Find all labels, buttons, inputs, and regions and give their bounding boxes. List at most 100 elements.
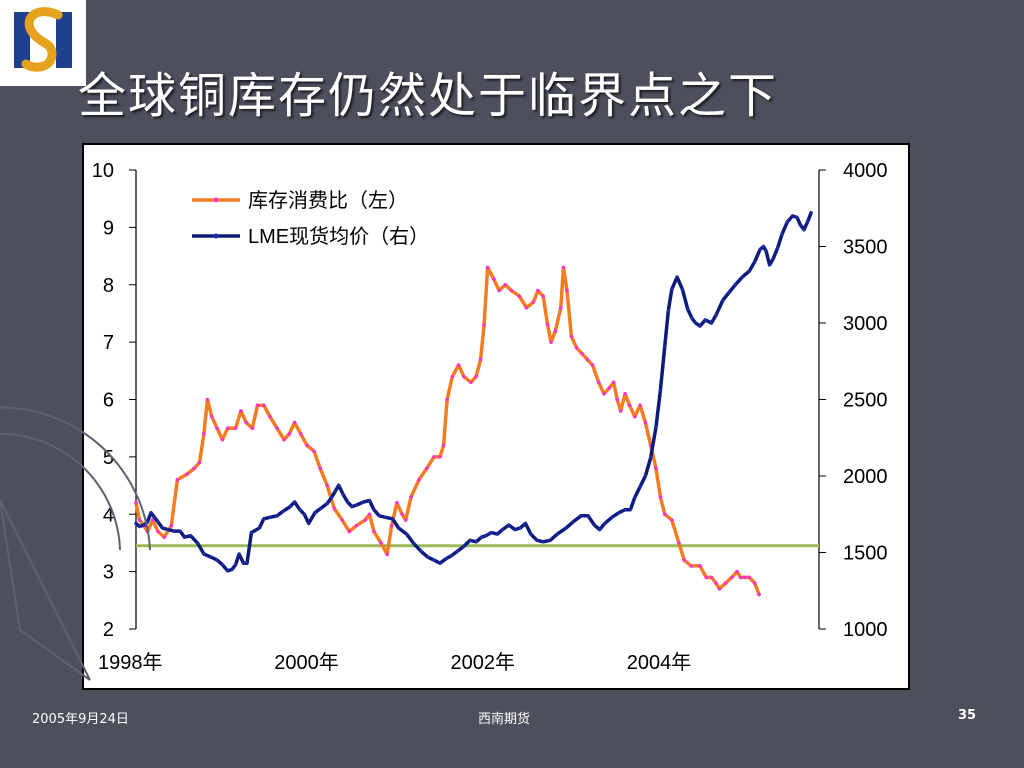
series-0-point xyxy=(549,340,553,344)
series-1-point xyxy=(795,215,799,220)
left-y-tick-label: 8 xyxy=(103,275,114,297)
series-1-point xyxy=(226,569,230,573)
series-1-point xyxy=(507,523,511,527)
series-1-point xyxy=(142,523,146,527)
series-0-point xyxy=(509,288,514,293)
series-1-point xyxy=(654,425,658,429)
series-1-point xyxy=(262,517,266,521)
series-1-point xyxy=(166,527,170,532)
series-1-point xyxy=(182,535,187,539)
series-0-point xyxy=(389,523,394,528)
series-1-point xyxy=(680,287,685,291)
series-0-point xyxy=(590,363,595,367)
series-0-point xyxy=(747,575,752,580)
series-1-point xyxy=(633,495,637,500)
series-0-point xyxy=(658,495,663,499)
series-1-point xyxy=(462,544,466,548)
series-0-point xyxy=(627,403,632,408)
series-1-point xyxy=(345,500,350,504)
series-0-point xyxy=(282,437,286,442)
series-0-point xyxy=(545,323,550,327)
series-0-point xyxy=(220,437,225,442)
series-1-point xyxy=(675,275,679,279)
series-1-point xyxy=(249,531,254,535)
series-0-point xyxy=(162,535,167,539)
series-1-point xyxy=(245,561,249,565)
series-1-point xyxy=(383,515,388,519)
series-0-point xyxy=(607,386,612,390)
series-0-point xyxy=(611,380,616,385)
series-0-point xyxy=(478,357,483,362)
series-0-point xyxy=(425,466,429,471)
series-1-point xyxy=(456,549,460,553)
series-0-point xyxy=(714,581,718,585)
series-1-point xyxy=(541,540,545,544)
series-1-point xyxy=(523,521,528,526)
series-0-point xyxy=(438,455,442,459)
series-0-point xyxy=(275,426,279,430)
series-0-point xyxy=(209,414,214,419)
series-0-point xyxy=(618,409,623,413)
slide-title: 全球铜库存仍然处于临界点之下 xyxy=(78,68,779,124)
series-0-point xyxy=(137,518,142,522)
left-y-tick-label: 6 xyxy=(103,390,114,412)
series-1-point xyxy=(798,223,803,227)
series-1-point xyxy=(698,324,702,328)
series-1-point xyxy=(288,505,292,509)
series-1-point xyxy=(354,503,358,507)
series-1-point xyxy=(603,521,607,526)
series-0-point xyxy=(354,523,359,528)
right-y-tick-label: 2000 xyxy=(843,466,888,488)
series-1-point xyxy=(666,309,670,313)
series-1-point xyxy=(790,214,795,218)
series-0-point xyxy=(367,512,372,517)
series-0-point xyxy=(735,569,739,574)
series-1-point xyxy=(302,512,306,516)
series-1-point xyxy=(747,269,751,273)
series-1-point xyxy=(571,520,575,524)
left-y-tick-label: 9 xyxy=(103,217,114,239)
footer-company: 西南期货 xyxy=(478,712,531,727)
series-0-point xyxy=(704,575,708,580)
series-0-point xyxy=(565,288,569,293)
right-y-tick-label: 2500 xyxy=(843,390,888,412)
series-1-point xyxy=(663,344,667,348)
series-0-point xyxy=(531,300,536,304)
series-line-0 xyxy=(134,265,761,597)
series-1-point xyxy=(690,316,694,321)
series-0-point xyxy=(541,294,545,299)
series-1-point xyxy=(694,321,698,325)
series-1-point xyxy=(638,485,642,489)
series-0-point xyxy=(450,374,455,379)
series-1-point xyxy=(160,526,165,530)
series-0-point xyxy=(318,466,322,471)
series-0-point xyxy=(524,305,529,310)
series-1-point xyxy=(196,541,200,545)
series-1-point xyxy=(733,283,737,287)
series-0-point xyxy=(585,357,590,362)
series-0-point xyxy=(456,363,461,367)
series-0-point xyxy=(569,334,574,339)
series-0-point xyxy=(574,346,579,350)
series-0-point xyxy=(743,575,747,580)
left-y-tick-label: 3 xyxy=(103,562,114,584)
x-tick-label: 2004年 xyxy=(627,651,692,674)
series-1-point xyxy=(333,489,337,493)
left-y-tick-label: 2 xyxy=(103,619,114,641)
series-0-point xyxy=(156,529,160,534)
series-0-point xyxy=(503,282,508,287)
series-0-point xyxy=(445,397,449,402)
series-0-point xyxy=(729,575,734,580)
series-0-point xyxy=(379,541,383,545)
series-1-point xyxy=(740,275,744,279)
right-y-tick-label: 3500 xyxy=(843,237,888,259)
series-0-point xyxy=(215,426,219,430)
series-1-point xyxy=(172,529,176,533)
series-1-point xyxy=(419,549,423,553)
series-0-point xyxy=(325,483,330,488)
series-1-point xyxy=(479,535,484,539)
series-1-point xyxy=(397,526,401,530)
series-1-point xyxy=(555,532,559,536)
series-0-point xyxy=(312,449,316,453)
series-1-point xyxy=(761,244,766,249)
